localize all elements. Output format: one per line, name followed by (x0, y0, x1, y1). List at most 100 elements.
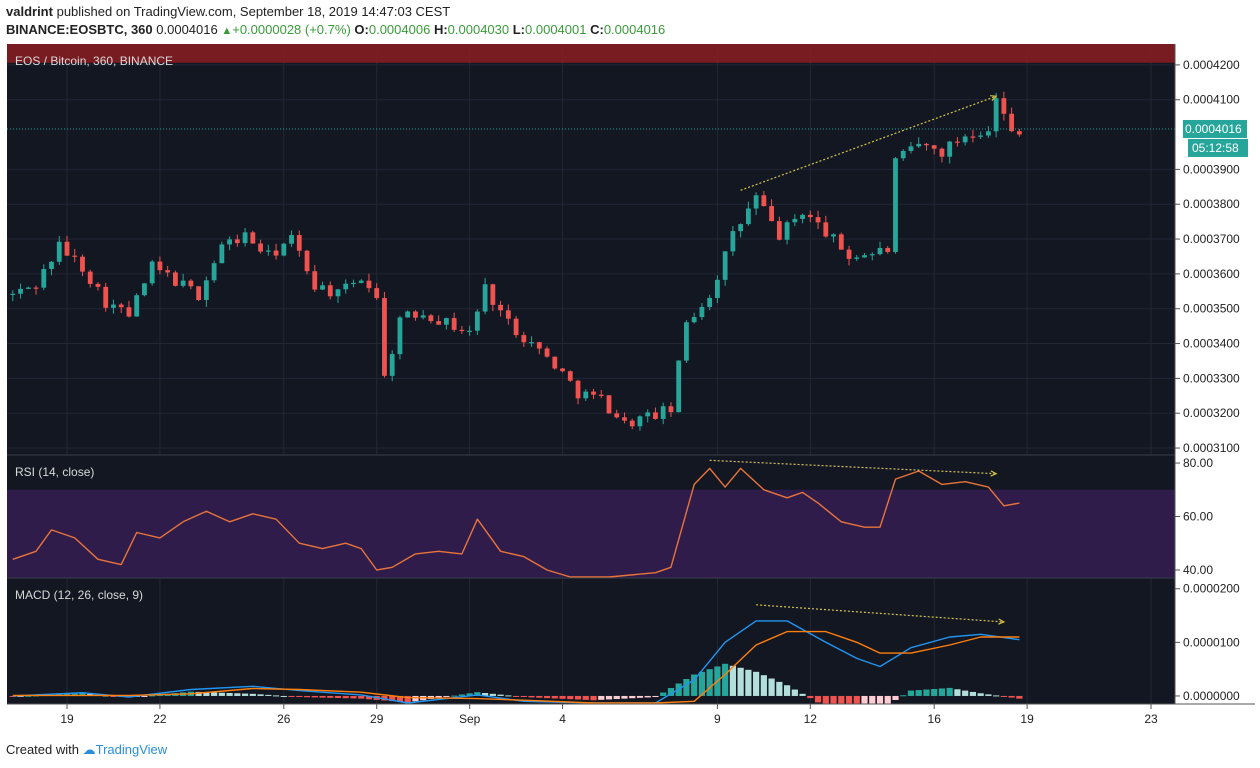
macd-histogram-bar (381, 695, 388, 701)
up-arrow-icon: ▲ (221, 25, 233, 37)
macd-trendline-arrowhead (998, 618, 1006, 625)
candle-body (653, 412, 658, 419)
macd-histogram-bar (760, 675, 767, 696)
published-text: published on TradingView.com, September … (56, 4, 451, 19)
author[interactable]: valdrint (6, 4, 53, 19)
macd-histogram-bar (17, 695, 24, 697)
candle-body (629, 420, 635, 427)
candle-body (258, 243, 263, 252)
candle-body (1016, 131, 1022, 135)
macd-histogram-bar (923, 689, 930, 696)
candle-body (862, 255, 867, 258)
macd-histogram-bar (482, 693, 489, 696)
candle-body (219, 244, 225, 264)
candle-body (459, 329, 465, 332)
candle-body (668, 406, 674, 413)
macd-histogram-bar (907, 690, 915, 696)
price-change: +0.0000028 (+0.7%) (232, 22, 351, 37)
time-tick-label: 9 (714, 712, 721, 726)
macd-histogram-bar (404, 695, 411, 703)
candle-body (591, 391, 596, 395)
macd-histogram-bar (977, 693, 984, 696)
price-trendline (740, 95, 997, 191)
tradingview-logo-icon: ☁ (82, 742, 96, 757)
time-tick-label: 19 (60, 712, 74, 726)
macd-histogram-bar (938, 688, 946, 696)
macd-histogram-bar (582, 695, 589, 700)
candle-body (962, 136, 968, 143)
candle-body (172, 272, 178, 286)
brand-name[interactable]: TradingView (95, 742, 168, 757)
footer: Created with ☁TradingView (6, 742, 167, 758)
macd-histogram-bar (698, 671, 706, 696)
candle-body (335, 289, 341, 297)
macd-histogram-bar (203, 692, 210, 696)
chart-background (7, 44, 1175, 704)
candle-body (575, 380, 581, 399)
candle-body (505, 310, 511, 319)
candle-body (382, 298, 387, 376)
candle-body (312, 271, 318, 290)
candle-body (296, 235, 302, 251)
macd-panel-title: MACD (12, 26, close, 9) (15, 588, 143, 602)
candle-body (838, 234, 844, 250)
candle-body (242, 232, 248, 244)
macd-histogram-bar (9, 695, 16, 697)
price-tick-label: 0.0004200 (1183, 58, 1240, 72)
time-axis[interactable] (7, 704, 1175, 732)
candle-body (993, 98, 999, 132)
macd-histogram-bar (807, 695, 814, 699)
candle-body (41, 268, 47, 288)
macd-histogram-bar (334, 695, 342, 699)
macd-histogram-bar (79, 693, 86, 696)
candle-body (776, 221, 782, 240)
candle-body (676, 360, 682, 413)
macd-histogram-bar (783, 685, 791, 696)
candle-body (807, 214, 813, 218)
price-tick-label: 0.0003500 (1183, 302, 1240, 316)
resistance-zone (7, 44, 1175, 63)
candle-body (761, 195, 767, 207)
main-panel-title: EOS / Bitcoin, 360, BINANCE (15, 54, 173, 68)
last-price: 0.0004016 (156, 22, 218, 37)
macd-histogram-bar (327, 695, 334, 698)
macd-histogram-bar (745, 669, 752, 696)
candle-body (80, 256, 85, 272)
macd-histogram-bar (195, 691, 202, 696)
macd-histogram-bar (900, 695, 907, 697)
macd-histogram-bar (241, 693, 249, 696)
candle-body (567, 371, 573, 381)
macd-histogram-bar (551, 695, 558, 699)
candle-body (784, 222, 790, 240)
candle-body (33, 287, 39, 289)
macd-histogram-bar (969, 691, 977, 696)
signal-line (12, 630, 1020, 704)
candle-body (745, 208, 751, 225)
candle-body (544, 348, 550, 357)
macd-histogram-bar (629, 695, 636, 699)
candle-body (95, 283, 101, 287)
candle-body (436, 321, 442, 325)
candle-body (111, 304, 116, 308)
candle-body (800, 214, 805, 219)
macd-histogram-bar (466, 693, 473, 696)
candle-body (490, 284, 496, 305)
macd-histogram-bar (660, 692, 667, 696)
candle-body (203, 280, 209, 300)
macd-histogram-bar (389, 695, 396, 702)
macd-histogram-bar (296, 695, 303, 698)
macd-histogram-bar (683, 679, 690, 696)
macd-histogram-bar (520, 695, 527, 698)
close-value: 0.0004016 (603, 22, 666, 37)
candle-body (924, 143, 929, 146)
macd-histogram-bar (505, 695, 512, 697)
macd-histogram-bar (706, 669, 713, 696)
price-trendline-arrowhead (990, 95, 998, 101)
candle-body (366, 280, 372, 289)
macd-histogram-bar (303, 695, 311, 698)
candle-body (87, 271, 93, 284)
candle-body (250, 232, 256, 244)
macd-histogram-bar (652, 695, 659, 698)
candle-body (443, 318, 449, 325)
